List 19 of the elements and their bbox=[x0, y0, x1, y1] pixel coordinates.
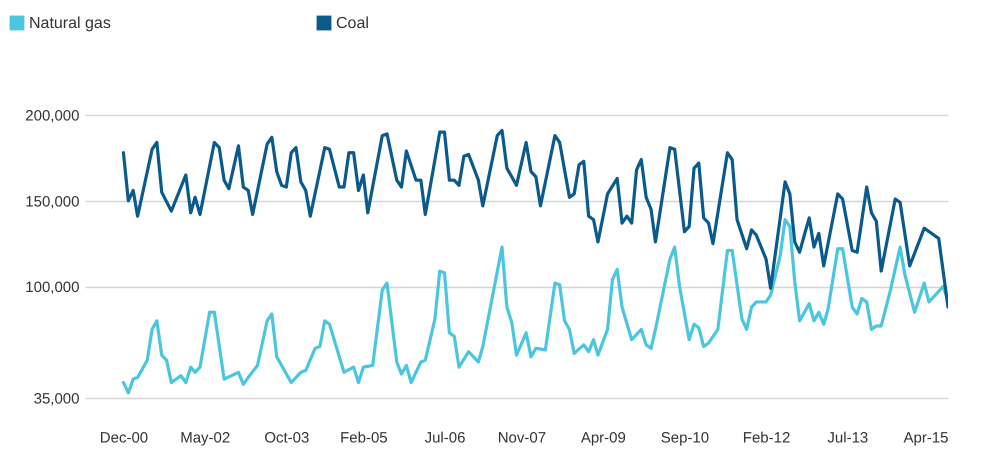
line-series bbox=[122, 218, 948, 394]
x-tick-label: Oct-03 bbox=[264, 430, 310, 446]
x-tick-label: Apr-09 bbox=[580, 430, 626, 446]
x-tick-label: Nov-07 bbox=[498, 430, 546, 446]
x-tick-label: Jul-13 bbox=[827, 430, 868, 446]
x-tick-label: Dec-00 bbox=[100, 430, 148, 446]
x-tick-label: Sep-10 bbox=[660, 430, 710, 446]
legend-label: Coal bbox=[336, 15, 369, 32]
x-tick-label: Feb-12 bbox=[742, 430, 790, 446]
y-tick-label: 35,000 bbox=[34, 390, 80, 408]
y-tick-label: 100,000 bbox=[25, 279, 80, 296]
x-tick-label: May-02 bbox=[180, 430, 230, 446]
x-tick-label: Apr-15 bbox=[903, 430, 948, 446]
legend-label: Natural gas bbox=[29, 15, 111, 32]
line-series bbox=[122, 128, 948, 309]
y-tick-label: 200,000 bbox=[25, 108, 80, 124]
y-tick-label: 150,000 bbox=[25, 193, 80, 210]
x-tick-label: Jul-06 bbox=[424, 430, 466, 446]
x-tick-label: Feb-05 bbox=[340, 430, 388, 446]
